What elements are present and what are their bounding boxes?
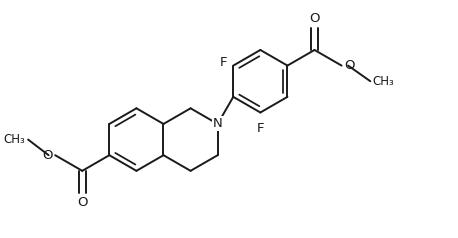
Text: F: F bbox=[256, 122, 264, 135]
Text: O: O bbox=[77, 196, 87, 209]
Text: O: O bbox=[42, 149, 53, 162]
Text: O: O bbox=[309, 12, 320, 25]
Text: F: F bbox=[220, 56, 228, 69]
Text: CH₃: CH₃ bbox=[3, 133, 25, 146]
Text: N: N bbox=[213, 117, 223, 130]
Text: O: O bbox=[344, 59, 354, 72]
Text: CH₃: CH₃ bbox=[373, 75, 394, 88]
